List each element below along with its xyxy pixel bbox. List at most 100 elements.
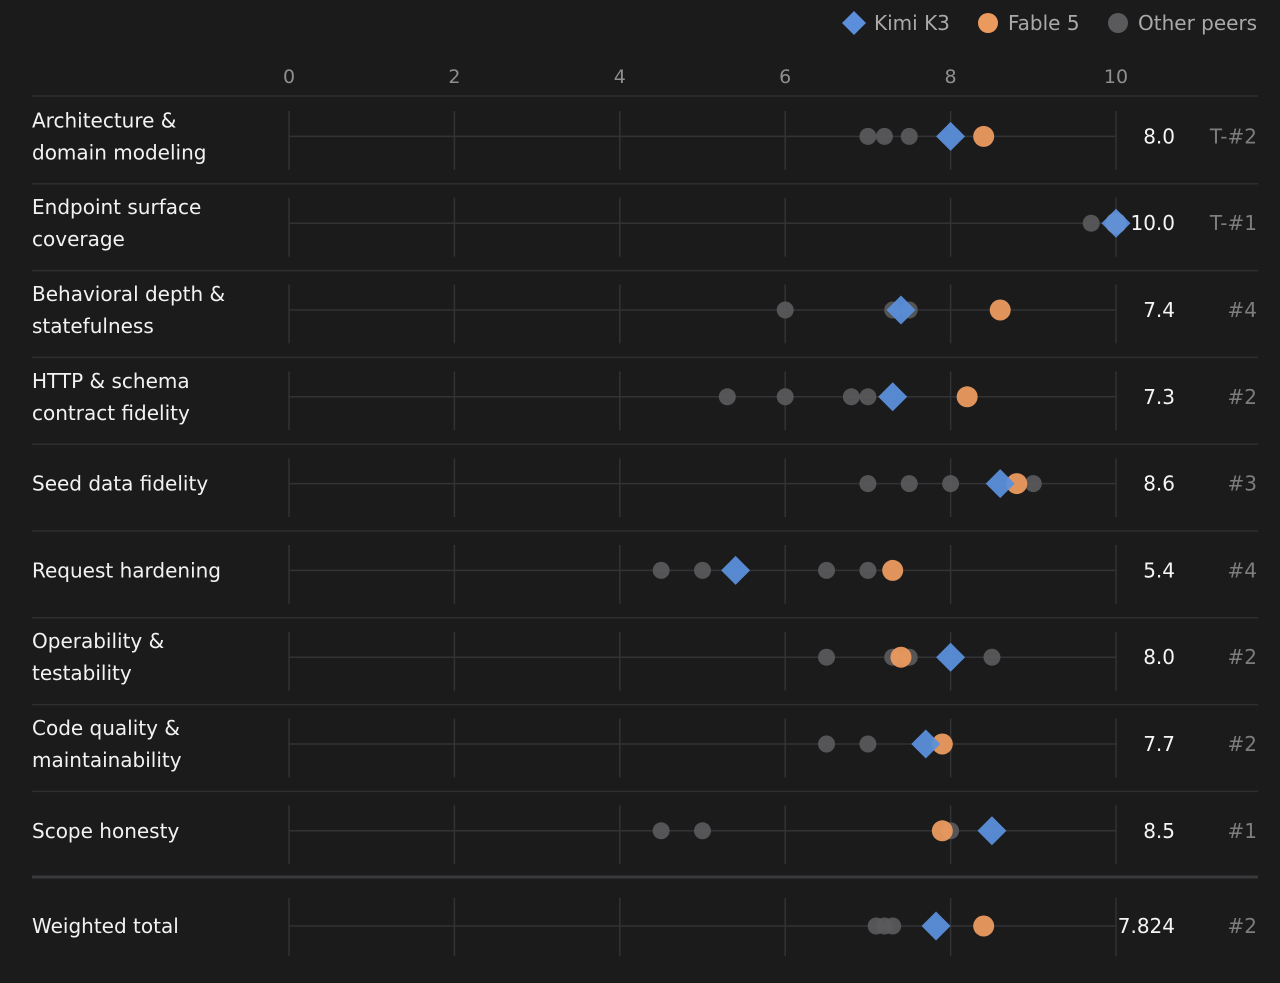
peer-point	[900, 127, 918, 145]
kimi-point	[977, 816, 1007, 846]
score-value: 8.6	[1143, 472, 1175, 496]
legend-item-kimi: Kimi K3	[842, 11, 950, 35]
row-label: Request hardening	[32, 558, 221, 582]
peer-point	[694, 561, 711, 579]
score-value: 7.7	[1143, 732, 1175, 756]
x-tick-label: 0	[283, 66, 295, 88]
rank-value: #2	[1228, 645, 1257, 669]
row-label: Endpoint surface	[32, 195, 201, 219]
x-tick-label: 4	[614, 66, 626, 88]
row-label: statefulness	[32, 314, 154, 338]
row-7: Operability & testability 8.0 #2	[32, 629, 1257, 691]
kimi-point	[721, 555, 751, 585]
legend-marker-fable	[978, 13, 998, 33]
row-label: maintainability	[32, 748, 182, 772]
row-label: Operability &	[32, 629, 164, 653]
rank-value: #4	[1228, 558, 1257, 582]
row-label: Architecture &	[32, 108, 176, 132]
row-2: Endpoint surface coverage 10.0 T-#1	[32, 195, 1257, 257]
row-label: testability	[32, 661, 132, 685]
legend-marker-peers	[1108, 13, 1128, 33]
legend-label-peers: Other peers	[1138, 11, 1257, 35]
score-value: 10.0	[1130, 211, 1175, 235]
row-6: Request hardening 5.4 #4	[32, 545, 1257, 604]
fable-point	[989, 299, 1011, 321]
peer-point	[776, 388, 794, 406]
legend-item-fable: Fable 5	[978, 11, 1080, 35]
x-tick-label: 2	[448, 66, 460, 88]
fable-point	[1006, 473, 1028, 495]
peer-point	[842, 388, 860, 406]
peer-point	[884, 917, 902, 935]
score-value: 7.4	[1143, 298, 1175, 322]
row-label: Code quality &	[32, 716, 180, 740]
legend-item-peers: Other peers	[1108, 11, 1257, 35]
peer-point	[1082, 214, 1100, 232]
peer-point	[983, 648, 1001, 666]
rank-value: #2	[1228, 914, 1257, 938]
peer-point	[1024, 475, 1042, 493]
row-4: HTTP & schema contract fidelity 7.3 #2	[32, 369, 1257, 431]
peer-point	[818, 561, 836, 579]
kimi-point	[911, 729, 941, 759]
peer-point	[694, 822, 711, 840]
peer-point	[875, 127, 893, 145]
row-label: Behavioral depth &	[32, 282, 225, 306]
fable-point	[931, 733, 953, 755]
row-label: HTTP & schema	[32, 369, 190, 393]
peer-point	[818, 648, 836, 666]
rank-value: #2	[1228, 385, 1257, 409]
x-tick-label: 10	[1104, 66, 1128, 88]
row-9: Scope honesty 8.5 #1	[32, 805, 1257, 865]
kimi-point	[985, 469, 1015, 499]
fable-point	[973, 125, 995, 147]
row-label: Weighted total	[32, 914, 179, 938]
peer-point	[942, 475, 960, 493]
peer-point	[818, 735, 836, 753]
fable-point	[956, 386, 978, 408]
score-value: 8.0	[1143, 124, 1175, 148]
fable-point	[973, 915, 995, 937]
kimi-point	[936, 121, 966, 151]
kimi-point	[936, 642, 966, 672]
rank-value: #1	[1228, 819, 1257, 843]
row-label: Seed data fidelity	[32, 472, 208, 496]
row-5: Seed data fidelity 8.6 #3	[32, 458, 1257, 517]
score-value: 8.5	[1143, 819, 1175, 843]
row-1: Architecture & domain modeling 8.0 T-#2	[32, 108, 1257, 170]
rank-value: #4	[1228, 298, 1257, 322]
peer-point	[859, 388, 877, 406]
x-tick-label: 6	[779, 66, 791, 88]
peer-point	[718, 388, 736, 406]
fable-point	[882, 559, 904, 581]
peer-point	[652, 822, 670, 840]
score-value: 7.824	[1118, 914, 1175, 938]
peer-point	[859, 127, 877, 145]
row-8: Code quality & maintainability 7.7 #2	[32, 716, 1257, 778]
score-value: 5.4	[1143, 558, 1175, 582]
kimi-point	[921, 911, 951, 941]
peer-point	[776, 301, 794, 319]
peer-point	[859, 561, 877, 579]
row-label: domain modeling	[32, 140, 206, 164]
legend-marker-kimi	[842, 11, 866, 35]
fable-point	[890, 646, 912, 668]
kimi-point	[878, 382, 908, 412]
score-value: 7.3	[1143, 385, 1175, 409]
fable-point	[931, 820, 953, 842]
x-tick-label: 8	[945, 66, 957, 88]
legend: Kimi K3 Fable 5 Other peers	[842, 11, 1257, 35]
score-value: 8.0	[1143, 645, 1175, 669]
legend-label-fable: Fable 5	[1008, 11, 1080, 35]
rank-value: T-#1	[1209, 211, 1257, 235]
x-axis: 0 2 4 6 8 10	[283, 66, 1128, 88]
rank-value: #3	[1228, 472, 1257, 496]
legend-label-kimi: Kimi K3	[874, 11, 950, 35]
kimi-point	[1101, 208, 1131, 238]
peer-point	[900, 475, 918, 493]
peer-point	[859, 475, 877, 493]
peer-point	[652, 561, 670, 579]
peer-point	[859, 735, 877, 753]
row-label: coverage	[32, 227, 125, 251]
